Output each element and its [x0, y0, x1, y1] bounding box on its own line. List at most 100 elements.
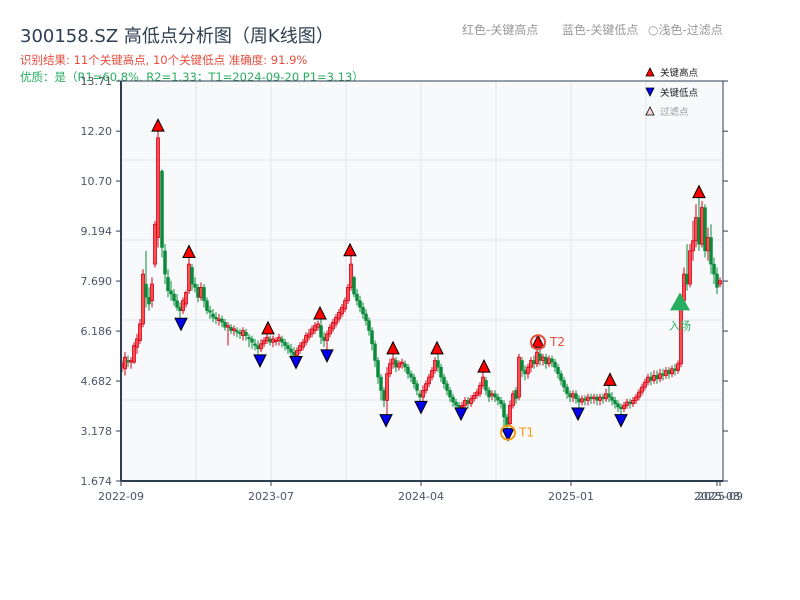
legend-low-icon [645, 87, 655, 97]
candle-body-down [514, 390, 518, 399]
candle-body-up [631, 399, 635, 405]
candle-body-down [532, 360, 536, 365]
candle-body-down [502, 403, 506, 418]
candle-body-down [685, 273, 689, 285]
candle-body-down [280, 338, 284, 343]
candle-body-down [445, 383, 449, 391]
candle-body-down [562, 380, 566, 388]
candle-body-down [538, 353, 542, 361]
candle-body-down [250, 338, 254, 343]
candle-body-up [460, 404, 464, 408]
candle-body-up [226, 325, 230, 328]
candle-body-up [424, 383, 428, 391]
candle-body-down [229, 327, 233, 331]
candle-body-down [406, 366, 410, 375]
axes: 1.674 3.178 4.682 6.186 7.690 9.194 10.70 12.20… [81, 75, 743, 503]
candle-body-up [295, 350, 299, 356]
candle-body-down [292, 351, 296, 356]
key-high-marker-icon [261, 320, 275, 335]
candle-body-down [147, 297, 151, 305]
candle-body-up [622, 404, 626, 410]
key-high-marker-icon [531, 334, 545, 348]
candle-body-down [673, 368, 677, 371]
y-tick-label: 7.690 [81, 275, 113, 288]
candle-body-down [322, 336, 326, 341]
candle-body-up [301, 341, 305, 348]
candle-body-up [637, 391, 641, 398]
candle-body-up [313, 325, 317, 331]
candle-body-down [550, 358, 554, 363]
candle-body-up [580, 398, 584, 403]
candle-body-down [568, 393, 572, 398]
candle-body-up [658, 373, 662, 380]
candle-body-up [135, 338, 139, 348]
candle-body-up [700, 207, 704, 245]
candle-body-down [361, 307, 365, 315]
legend-high-icon [645, 67, 655, 77]
key-low-marker-icon [289, 355, 303, 370]
candle-body-up [586, 396, 590, 401]
y-tick-label: 1.674 [81, 475, 113, 488]
candle-body-up [265, 336, 269, 341]
candle-body-down [160, 170, 164, 248]
candle-body-up [475, 391, 479, 396]
x-tick-label: 2024-04 [398, 490, 444, 503]
candle-body-up [262, 340, 266, 345]
candle-body-down [493, 393, 497, 398]
candle-body-down [661, 373, 665, 376]
candle-body-down [190, 267, 194, 285]
candle-body-down [172, 293, 176, 301]
candle-body-up [307, 333, 311, 338]
candle-body-down [355, 293, 359, 301]
candle-body-down [247, 336, 251, 340]
candle-body-down [619, 406, 623, 409]
candle-body-up [547, 358, 551, 365]
candle-body-down [556, 366, 560, 375]
candle-body-down [373, 343, 377, 361]
candle-body-down [451, 396, 455, 403]
candle-body-down [418, 393, 422, 398]
candle-body-up [652, 375, 656, 381]
key-low-marker-icon [571, 407, 585, 422]
candle-body-up [604, 393, 608, 400]
candle-body-down [286, 345, 290, 350]
candle-body-up [427, 376, 431, 385]
candle-body-down [394, 360, 398, 368]
candles [120, 131, 722, 433]
candle-body-down [715, 273, 719, 288]
candle-body-down [163, 250, 167, 275]
candle-body-up [138, 323, 142, 341]
legend-high-label: 关键高点 [660, 67, 699, 79]
candle-body-down [553, 361, 557, 368]
candle-body-up [664, 370, 668, 376]
candle-body-up [153, 223, 157, 265]
key-high-marker-icon [477, 359, 491, 373]
candle-body-up [472, 394, 476, 400]
candle-body-up [310, 328, 314, 335]
candle-body-down [505, 416, 509, 426]
candle-body-up [463, 399, 467, 406]
candle-body-up [123, 356, 127, 370]
candle-body-down [436, 360, 440, 368]
candle-body-up [643, 381, 647, 388]
candle-body-down [352, 277, 356, 295]
candle-body-down [523, 370, 527, 375]
candle-body-down [667, 370, 671, 375]
candle-body-down [214, 317, 218, 320]
plot-area [121, 81, 723, 481]
key-point-markers: T1 T2 入场 [151, 118, 706, 442]
candle-body-down [655, 375, 659, 380]
candle-body-down [412, 376, 416, 385]
candle-body-up [199, 286, 203, 298]
candle-body-down [439, 366, 443, 378]
candle-body-up [232, 328, 236, 331]
y-tick-label: 6.186 [81, 325, 113, 338]
key-high-marker-icon [603, 372, 617, 386]
candle-body-up [526, 366, 530, 375]
candle-body-up [349, 263, 353, 288]
candle-body-up [343, 300, 347, 310]
candle-body-up [541, 356, 545, 361]
candle-body-up [625, 401, 629, 406]
candle-body-down [565, 386, 569, 394]
